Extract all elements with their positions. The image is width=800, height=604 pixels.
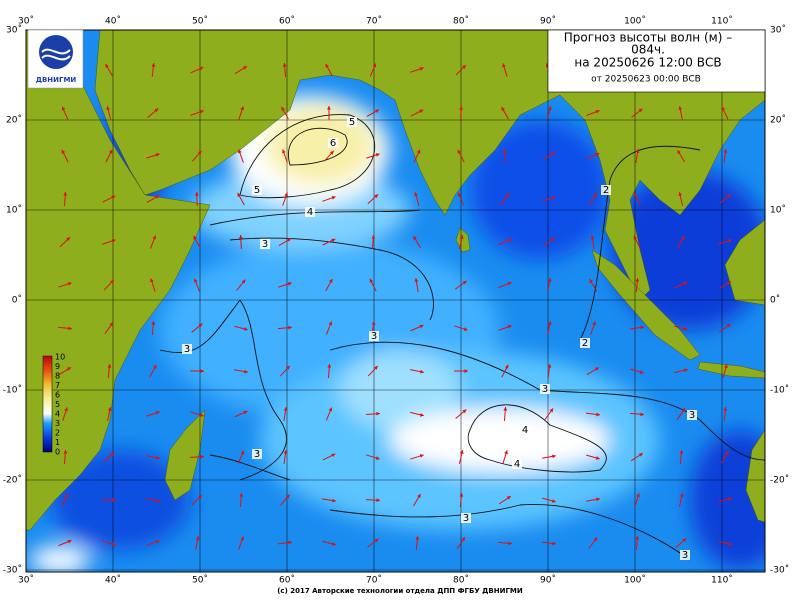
contour-label: 3 xyxy=(682,550,688,561)
lon-label-bottom: 70˚ xyxy=(366,575,382,586)
footer: (c) 2017 Авторские технологии отдела ДПП… xyxy=(277,587,523,595)
lat-label-right: 10˚ xyxy=(770,205,786,216)
lon-label-top: 110˚ xyxy=(711,16,733,27)
lon-label-bottom: 60˚ xyxy=(279,575,295,586)
lat-label-left: 10˚ xyxy=(6,205,22,216)
contour-label: 4 xyxy=(307,207,313,218)
lon-label-top: 50˚ xyxy=(192,16,208,27)
lon-label-bottom: 90˚ xyxy=(540,575,556,586)
lon-label-top: 80˚ xyxy=(453,16,469,27)
lon-label-top: 60˚ xyxy=(279,16,295,27)
contour-label: 4 xyxy=(522,425,528,436)
colorbar-label: 3 xyxy=(55,419,60,428)
lat-label-left: -30˚ xyxy=(3,565,22,576)
colorbar-label: 5 xyxy=(55,400,60,409)
lat-label-left: -10˚ xyxy=(3,385,22,396)
colorbar-label: 8 xyxy=(55,372,60,381)
contour-label: 2 xyxy=(603,185,609,196)
lat-label-left: 30˚ xyxy=(6,25,22,36)
issue-time: от 20250623 00:00 ВСВ xyxy=(591,75,701,85)
lon-label-top: 70˚ xyxy=(366,16,382,27)
lat-label-right: -20˚ xyxy=(770,475,789,486)
logo-text: ДВНИГМИ xyxy=(36,76,77,84)
contour-label: 2 xyxy=(582,338,588,349)
colorbar-label: 9 xyxy=(55,362,60,371)
colorbar-label: 7 xyxy=(55,381,60,390)
title-line: на 20250626 12:00 ВСВ xyxy=(574,56,721,70)
lat-label-left: -20˚ xyxy=(3,475,22,486)
contour-label: 5 xyxy=(254,185,260,196)
contour-label: 3 xyxy=(262,239,268,250)
contour-label: 3 xyxy=(542,384,548,395)
lat-label-right: 30˚ xyxy=(770,25,786,36)
lon-label-top: 90˚ xyxy=(540,16,556,27)
contour-label: 3 xyxy=(254,449,260,460)
lon-label-bottom: 40˚ xyxy=(105,575,121,586)
lon-label-bottom: 50˚ xyxy=(192,575,208,586)
contour-label: 4 xyxy=(514,459,520,470)
contour-label: 6 xyxy=(330,138,336,149)
contour-label: 3 xyxy=(689,410,695,421)
map-field xyxy=(26,30,790,574)
lon-label-bottom: 100˚ xyxy=(624,575,646,586)
lat-label-right: 20˚ xyxy=(770,115,786,126)
lon-label-bottom: 110˚ xyxy=(711,575,733,586)
lat-label-right: -10˚ xyxy=(770,385,789,396)
lon-label-top: 100˚ xyxy=(624,16,646,27)
lat-label-left: 20˚ xyxy=(6,115,22,126)
colorbar-label: 6 xyxy=(55,391,60,400)
title-line: 084ч. xyxy=(631,43,665,57)
colorbar-label: 2 xyxy=(55,429,60,438)
lon-label-top: 40˚ xyxy=(105,16,121,27)
lon-label-bottom: 80˚ xyxy=(453,575,469,586)
lon-label-bottom: 30˚ xyxy=(18,575,34,586)
contour-label: 3 xyxy=(184,344,190,355)
lat-label-right: -30˚ xyxy=(770,565,789,576)
colorbar xyxy=(43,356,52,452)
contour-label: 3 xyxy=(371,331,377,342)
colorbar-label: 0 xyxy=(55,448,60,457)
contour-label: 5 xyxy=(349,117,355,128)
colorbar-label: 1 xyxy=(55,438,60,447)
lat-label-right: 0˚ xyxy=(770,295,780,306)
lat-label-left: 0˚ xyxy=(12,295,22,306)
colorbar-label: 10 xyxy=(55,353,65,362)
colorbar-label: 4 xyxy=(55,410,60,419)
contour-label: 3 xyxy=(463,513,469,524)
